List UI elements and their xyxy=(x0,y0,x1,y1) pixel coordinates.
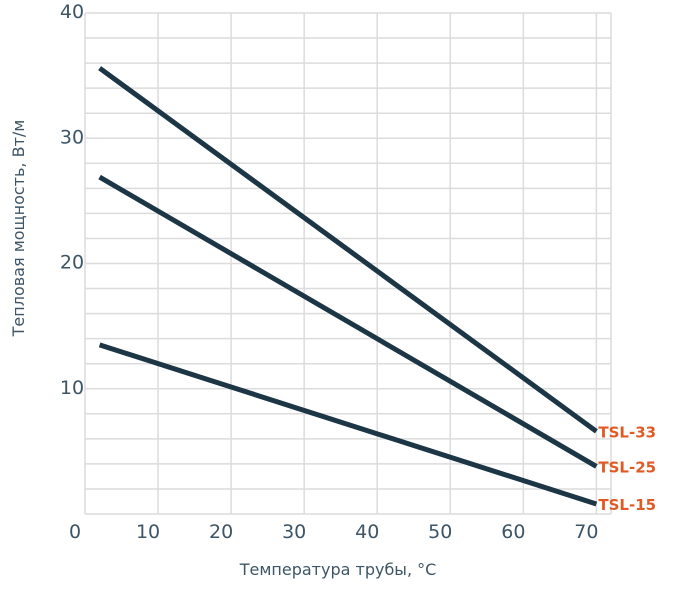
y-tick-label: 20 xyxy=(60,252,84,274)
x-axis-ticks: 0 10 20 30 40 50 60 70 xyxy=(69,521,599,543)
series-line-tsl-25 xyxy=(98,174,598,469)
series-line-tsl-33 xyxy=(98,66,598,434)
series-lines xyxy=(98,66,598,507)
y-axis-ticks: 10 20 30 40 xyxy=(60,1,84,399)
x-axis-title: Температура трубы, °C xyxy=(239,560,437,579)
y-tick-label: 10 xyxy=(60,377,84,399)
x-tick-label: 20 xyxy=(209,521,233,543)
x-tick-label: 70 xyxy=(574,521,598,543)
y-tick-label: 30 xyxy=(60,126,84,148)
x-tick-label: 60 xyxy=(501,521,525,543)
series-line-tsl-15 xyxy=(98,342,598,507)
series-label-tsl-15: TSL-15 xyxy=(598,496,656,514)
y-axis-title: Тепловая мощность, Вт/м xyxy=(9,120,28,338)
x-tick-label: 30 xyxy=(282,521,306,543)
series-label-tsl-33: TSL-33 xyxy=(598,423,656,441)
y-tick-label: 40 xyxy=(60,1,84,23)
series-label-tsl-25: TSL-25 xyxy=(598,458,656,476)
x-tick-label: 10 xyxy=(136,521,160,543)
x-tick-label: 50 xyxy=(428,521,452,543)
x-tick-label: 0 xyxy=(69,521,81,543)
grid xyxy=(84,12,612,515)
x-tick-label: 40 xyxy=(355,521,379,543)
series-labels: TSL-33 TSL-25 TSL-15 xyxy=(598,423,656,514)
